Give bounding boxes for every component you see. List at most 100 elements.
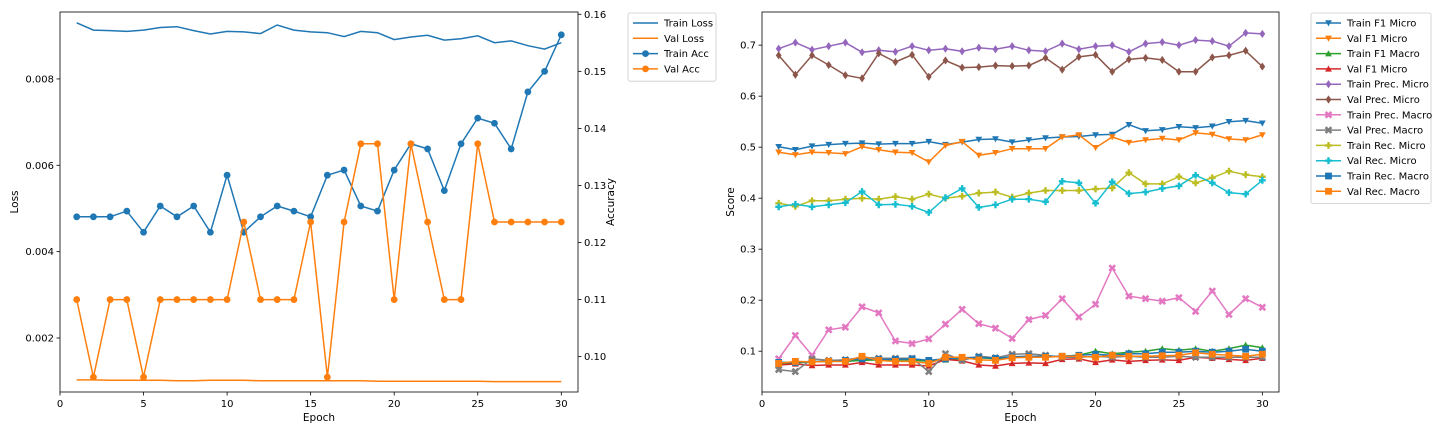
data-point-val-f1-micro-15	[1008, 145, 1016, 153]
legend-label-train-rec-micro: Train Rec. Micro	[1346, 141, 1426, 152]
x-tick-label: 25	[471, 399, 484, 410]
data-point-val-rec-macro-14	[992, 356, 999, 364]
x-tick-label: 20	[388, 399, 401, 410]
data-point-train-prec-macro-18	[1058, 294, 1066, 303]
data-point-val-rec-micro-21	[1108, 178, 1116, 186]
data-point-val-acc-3	[106, 296, 114, 303]
data-point-val-f1-micro-20	[1092, 144, 1099, 152]
x-tick-label: 10	[221, 399, 234, 410]
data-point-train-rec-micro-3	[808, 197, 816, 205]
data-point-val-f1-micro-21	[1108, 134, 1116, 141]
series-line-val-rec-micro	[778, 174, 1263, 214]
legend-marker-val-rec-micro	[1325, 157, 1332, 165]
data-point-val-f1-micro-13	[975, 152, 983, 159]
data-point-val-rec-macro-12	[958, 353, 966, 361]
data-point-val-rec-macro-20	[1092, 353, 1099, 361]
x-tick-label: 15	[1006, 399, 1019, 410]
data-point-train-acc-5	[140, 228, 147, 236]
data-point-train-prec-macro-19	[1075, 313, 1083, 321]
series-line-val-prec-micro	[778, 49, 1263, 80]
y-tick-label: 0.7	[740, 41, 756, 52]
data-point-val-f1-micro-9	[908, 150, 916, 157]
data-point-train-f1-micro-4	[825, 141, 833, 149]
data-point-train-f1-micro-8	[892, 140, 899, 147]
data-point-val-f1-micro-5	[841, 151, 849, 158]
x-tick-label: 10	[922, 399, 935, 410]
x-tick-label: 5	[140, 399, 146, 410]
legend-marker-train-rec-micro	[1325, 142, 1332, 149]
series-val-prec-micro	[775, 46, 1266, 83]
data-point-val-rec-micro-8	[892, 200, 899, 208]
data-point-val-rec-micro-27	[1208, 179, 1216, 187]
data-point-train-acc-4	[123, 207, 131, 215]
data-point-train-prec-macro-20	[1091, 300, 1100, 309]
x-tick-label: 0	[759, 399, 765, 410]
data-point-train-f1-micro-1	[775, 143, 783, 151]
data-point-train-acc-8	[190, 202, 198, 210]
data-point-val-f1-micro-6	[858, 143, 866, 151]
data-point-train-f1-micro-10	[925, 138, 933, 145]
data-point-val-rec-micro-9	[908, 202, 916, 210]
data-point-val-rec-macro-11	[942, 353, 949, 361]
data-point-val-f1-micro-16	[1025, 359, 1033, 366]
data-point-train-prec-micro-27	[1209, 36, 1216, 46]
data-point-val-prec-macro-1	[774, 365, 783, 374]
data-point-val-acc-12	[257, 296, 264, 303]
y-tick-label: 0.5	[740, 143, 756, 154]
data-point-val-acc-30	[557, 218, 565, 226]
data-point-val-prec-micro-6	[859, 74, 865, 83]
data-point-val-acc-24	[457, 296, 465, 303]
data-point-val-prec-micro-20	[1092, 50, 1099, 59]
data-point-val-prec-macro-2	[791, 367, 800, 376]
data-point-train-prec-micro-4	[825, 42, 832, 51]
data-point-val-acc-28	[524, 218, 532, 226]
legend-marker-val-prec-macro	[1324, 126, 1333, 134]
data-point-val-rec-macro-16	[1025, 353, 1033, 361]
data-point-train-acc-7	[173, 213, 181, 221]
data-point-val-f1-micro-29	[1242, 137, 1250, 144]
data-point-train-prec-micro-26	[1192, 35, 1199, 45]
data-point-val-f1-micro-13	[975, 361, 983, 368]
data-point-train-prec-micro-1	[775, 44, 782, 53]
data-point-val-rec-micro-23	[1142, 188, 1149, 196]
data-point-train-rec-micro-9	[908, 195, 916, 203]
data-point-train-f1-micro-24	[1158, 127, 1166, 134]
x-tick-label: 30	[1256, 399, 1269, 410]
data-point-val-f1-micro-17	[1042, 145, 1049, 153]
data-point-val-acc-17	[340, 218, 348, 226]
series-val-acc	[73, 140, 565, 381]
data-point-train-rec-micro-6	[858, 194, 866, 202]
data-point-train-f1-micro-6	[858, 140, 866, 147]
data-point-val-f1-micro-14	[992, 150, 999, 157]
data-point-train-prec-micro-14	[992, 45, 999, 54]
data-point-train-acc-22	[424, 145, 432, 153]
data-point-val-rec-macro-19	[1075, 352, 1083, 360]
data-point-train-f1-micro-30	[1258, 120, 1266, 127]
data-point-train-rec-micro-17	[1042, 187, 1049, 194]
data-point-val-rec-macro-30	[1258, 350, 1266, 358]
legend-label-train-f1-micro: Train F1 Micro	[1346, 19, 1416, 30]
data-point-train-rec-micro-23	[1142, 180, 1149, 188]
data-point-train-prec-micro-29	[1242, 28, 1249, 37]
data-point-val-f1-micro-7	[875, 361, 883, 368]
data-point-train-prec-micro-25	[1176, 41, 1182, 50]
data-point-val-f1-micro-23	[1142, 137, 1149, 144]
data-point-train-acc-9	[206, 228, 214, 236]
data-point-val-acc-23	[440, 296, 448, 303]
legend-marker-train-acc	[642, 50, 649, 57]
legend-marker-val-rec-macro	[1325, 187, 1332, 195]
data-point-train-prec-macro-17	[1041, 311, 1050, 320]
data-point-val-acc-18	[357, 140, 365, 148]
data-point-val-prec-micro-22	[1126, 55, 1132, 64]
data-point-val-prec-micro-12	[959, 63, 966, 72]
data-point-val-rec-macro-13	[975, 356, 983, 364]
data-point-train-rec-macro-29	[1242, 345, 1250, 353]
series-train-acc	[73, 31, 565, 236]
data-point-val-acc-21	[407, 140, 415, 148]
data-point-val-f1-micro-18	[1058, 134, 1066, 141]
legend: Train Loss Val Loss Train Acc Val Acc	[627, 12, 717, 82]
data-point-train-prec-macro-30	[1258, 303, 1267, 312]
data-point-val-f1-micro-3	[808, 149, 816, 156]
data-point-val-rec-macro-15	[1008, 354, 1016, 362]
legend-frame	[627, 12, 717, 82]
